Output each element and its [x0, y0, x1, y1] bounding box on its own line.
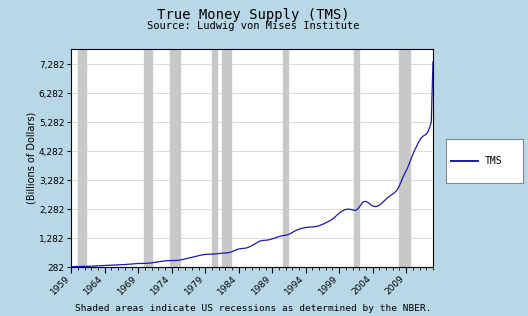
Bar: [283, 49, 288, 267]
Bar: [144, 49, 152, 267]
Text: Source: Ludwig von Mises Institute: Source: Ludwig von Mises Institute: [147, 21, 360, 31]
Text: TMS: TMS: [485, 156, 502, 166]
Y-axis label: (Billions of Dollars): (Billions of Dollars): [26, 112, 36, 204]
Bar: [212, 49, 216, 267]
Bar: [354, 49, 359, 267]
Text: Shaded areas indicate US recessions as determined by the NBER.: Shaded areas indicate US recessions as d…: [75, 304, 432, 313]
Bar: [222, 49, 231, 267]
Bar: [78, 49, 86, 267]
Text: True Money Supply (TMS): True Money Supply (TMS): [157, 8, 350, 22]
Bar: [171, 49, 180, 267]
Bar: [399, 49, 410, 267]
